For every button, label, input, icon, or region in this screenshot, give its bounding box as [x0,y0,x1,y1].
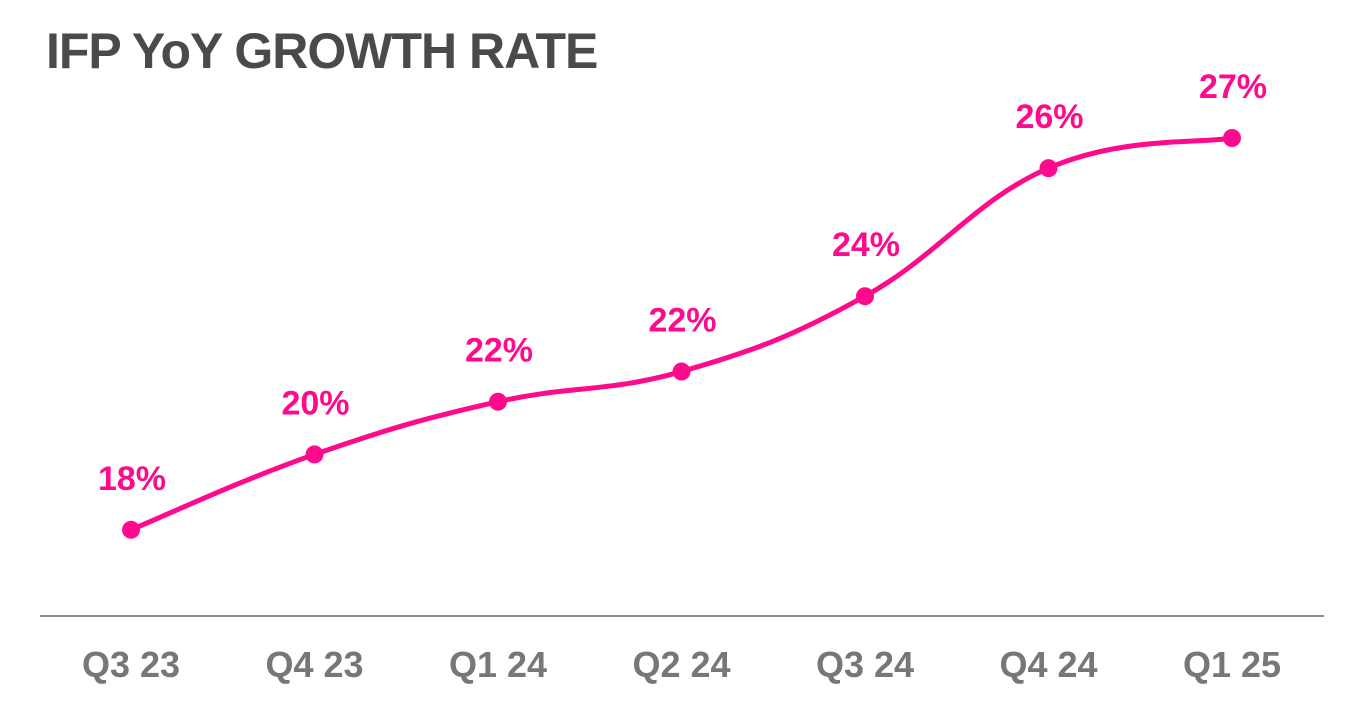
x-tick-label: Q2 24 [632,644,730,685]
x-tick-label: Q3 24 [816,644,914,685]
data-point [1039,159,1058,178]
data-point [1223,129,1241,147]
data-point [856,287,874,306]
chart-title: IFP YoY GROWTH RATE [46,23,598,79]
x-tick-label: Q1 24 [449,644,547,685]
data-label: 26% [1015,98,1083,136]
data-point [122,520,140,539]
x-tick-label: Q1 25 [1183,644,1281,685]
x-tick-label: Q4 23 [265,644,363,685]
data-label: 20% [281,384,349,422]
data-label: 18% [98,460,166,498]
x-tick-label: Q3 23 [82,644,180,685]
data-point [305,445,324,464]
data-label: 22% [648,302,716,340]
data-label: 22% [465,332,533,370]
data-label: 27% [1199,68,1267,106]
data-point [672,362,691,381]
data-label: 24% [832,226,900,264]
data-point [489,392,507,411]
x-tick-label: Q4 24 [999,644,1097,685]
